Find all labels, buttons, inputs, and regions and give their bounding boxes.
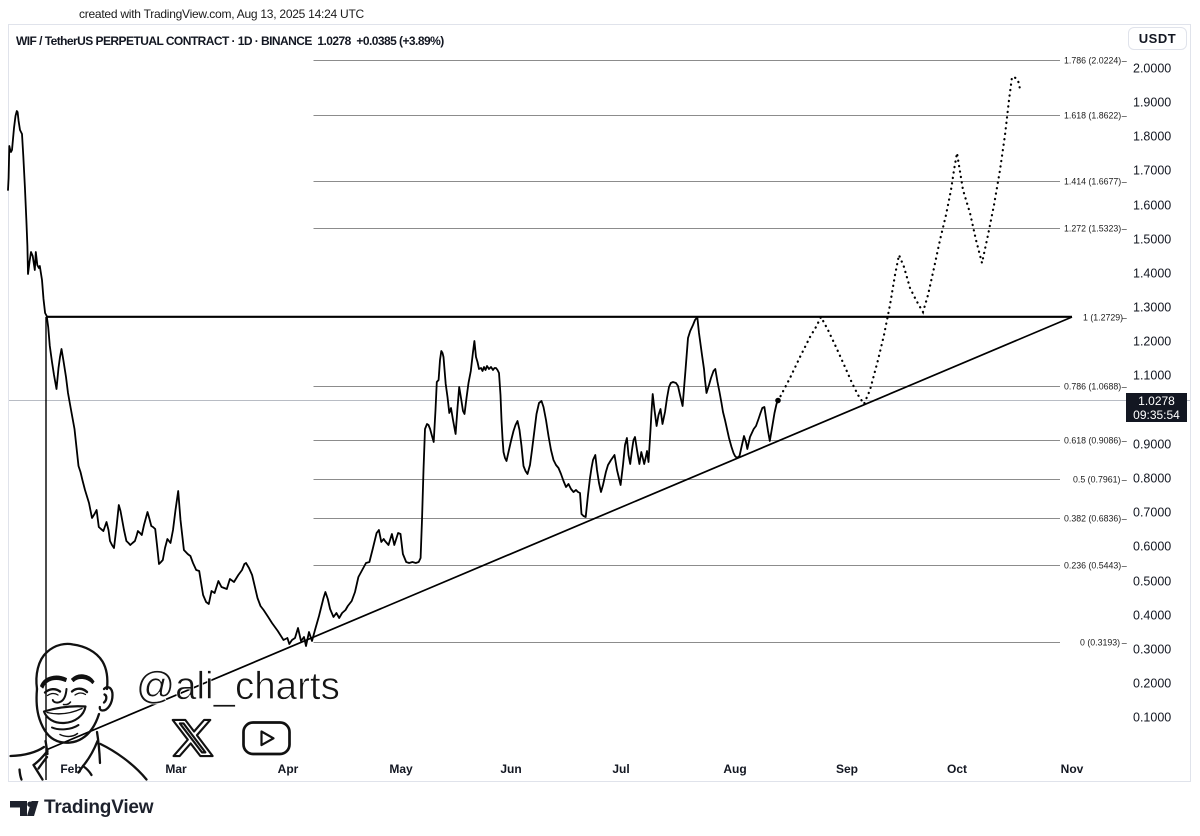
svg-text:Oct: Oct [947,762,967,776]
svg-text:1.414 (1.6677): 1.414 (1.6677) [1064,177,1121,187]
svg-text:2.0000: 2.0000 [1133,62,1171,76]
svg-text:–: – [1122,436,1127,446]
svg-text:–: – [1122,382,1127,392]
svg-text:1.786 (2.0224): 1.786 (2.0224) [1064,56,1121,66]
svg-text:1.1000: 1.1000 [1133,369,1171,383]
svg-text:0.9000: 0.9000 [1133,438,1171,452]
svg-text:Sep: Sep [836,762,858,776]
svg-text:0.5000: 0.5000 [1133,575,1171,589]
svg-text:1.7000: 1.7000 [1133,164,1171,178]
svg-text:0.236 (0.5443): 0.236 (0.5443) [1064,561,1121,571]
svg-text:Jul: Jul [612,762,629,776]
svg-text:0.2000: 0.2000 [1133,677,1171,691]
svg-text:0.4000: 0.4000 [1133,609,1171,623]
svg-text:–: – [1122,224,1127,234]
svg-text:1.6000: 1.6000 [1133,199,1171,213]
svg-text:–: – [1122,638,1127,648]
svg-text:0.8000: 0.8000 [1133,472,1171,486]
svg-text:–: – [1122,111,1127,121]
svg-text:1.272 (1.5323): 1.272 (1.5323) [1064,224,1121,234]
svg-text:1.3000: 1.3000 [1133,301,1171,315]
svg-text:–: – [1122,56,1127,66]
svg-text:0.3000: 0.3000 [1133,643,1171,657]
svg-text:May: May [389,762,413,776]
svg-text:1.2000: 1.2000 [1133,335,1171,349]
svg-text:1.618 (1.8622): 1.618 (1.8622) [1064,111,1121,121]
svg-text:Aug: Aug [723,762,746,776]
svg-text:0.7000: 0.7000 [1133,506,1171,520]
svg-text:0.1000: 0.1000 [1133,711,1171,725]
svg-text:0.6000: 0.6000 [1133,540,1171,554]
svg-text:–: – [1122,514,1127,524]
svg-text:0.786 (1.0688): 0.786 (1.0688) [1064,382,1121,392]
svg-text:Nov: Nov [1061,762,1084,776]
svg-text:1.8000: 1.8000 [1133,130,1171,144]
svg-text:1.4000: 1.4000 [1133,267,1171,281]
svg-text:0.5 (0.7961): 0.5 (0.7961) [1073,475,1121,485]
svg-text:0 (0.3193): 0 (0.3193) [1080,638,1120,648]
svg-text:–: – [1122,475,1127,485]
svg-text:Feb: Feb [60,762,81,776]
svg-text:0.618 (0.9086): 0.618 (0.9086) [1064,436,1121,446]
svg-text:1.9000: 1.9000 [1133,96,1171,110]
svg-text:0.382 (0.6836): 0.382 (0.6836) [1064,514,1121,524]
svg-text:1.5000: 1.5000 [1133,233,1171,247]
svg-text:Mar: Mar [165,762,187,776]
svg-text:Jun: Jun [500,762,521,776]
svg-text:–: – [1122,561,1127,571]
svg-text:1 (1.2729): 1 (1.2729) [1083,313,1123,323]
svg-text:–: – [1122,177,1127,187]
svg-text:Apr: Apr [278,762,299,776]
svg-text:–: – [1122,313,1127,323]
